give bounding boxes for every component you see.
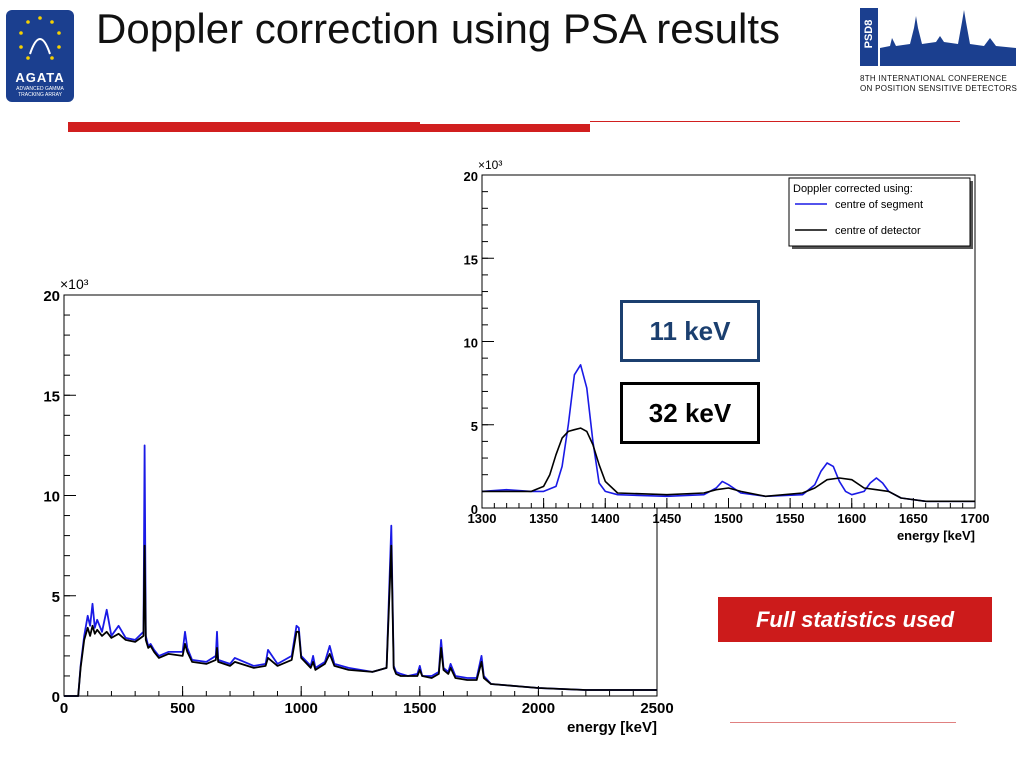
inset-y-tick-label: 5	[471, 419, 478, 434]
inset-series-centre-of-detector	[482, 427, 975, 503]
inset-y-tick-label: 15	[464, 252, 478, 267]
main-x-axis-label: energy [keV]	[567, 719, 657, 736]
inset-legend-title: Doppler corrected using:	[793, 183, 913, 195]
inset-x-tick-label: 1700	[961, 511, 990, 526]
inset-x-tick-label: 1650	[899, 511, 928, 526]
inset-x-tick-label: 1600	[837, 511, 866, 526]
inset-x-tick-label: 1450	[652, 511, 681, 526]
inset-y-tick-label: 20	[464, 169, 478, 184]
cathedral-skyline-icon	[880, 10, 1016, 66]
inset-legend-entry: centre of segment	[835, 199, 923, 211]
main-x-tick-label: 1500	[403, 700, 436, 717]
detector-resolution-label: 32 keV	[620, 382, 760, 444]
main-x-tick-label: 0	[60, 700, 68, 717]
inset-legend	[788, 177, 971, 247]
main-y-multiplier: ×10³	[60, 276, 89, 292]
main-x-tick-label: 2000	[522, 700, 555, 717]
inset-y-tick-label: 10	[464, 336, 478, 351]
main-y-tick-label: 0	[52, 689, 60, 706]
main-y-tick-label: 15	[43, 388, 60, 405]
inset-y-multiplier: ×10³	[478, 158, 502, 172]
main-y-tick-label: 10	[43, 489, 60, 506]
main-y-tick-label: 5	[52, 589, 60, 606]
main-y-tick-label: 20	[43, 288, 60, 305]
title-underline-left	[68, 122, 420, 132]
inset-x-tick-label: 1500	[714, 511, 743, 526]
psd8-logo: PSD8 8TH INTERNATIONAL CONFERENCE ON POS…	[860, 8, 1018, 100]
inset-x-tick-label: 1550	[776, 511, 805, 526]
full-statistics-note: Full statistics used	[718, 597, 992, 642]
agata-logo-sub: ADVANCED GAMMA TRACKING ARRAY	[16, 86, 64, 98]
agata-logo-name: AGATA	[15, 70, 65, 85]
inset-series-centre-of-segment	[481, 363, 975, 503]
main-x-tick-label: 2500	[640, 700, 673, 717]
main-x-tick-label: 500	[170, 700, 195, 717]
main-series-centre-of-detector	[64, 544, 657, 697]
slide-title: Doppler correction using PSA results	[96, 5, 780, 52]
title-underline-mid	[420, 124, 590, 132]
psd8-logo-box	[860, 8, 878, 66]
inset-x-tick-label: 1300	[468, 511, 497, 526]
inset-x-axis-label: energy [keV]	[897, 528, 975, 543]
inset-legend-entry: centre of detector	[835, 225, 921, 237]
bottom-thin-line	[730, 722, 956, 723]
psd8-logo-caption: 8TH INTERNATIONAL CONFERENCE ON POSITION…	[860, 74, 1018, 93]
inset-x-tick-label: 1400	[591, 511, 620, 526]
segment-resolution-label: 11 keV	[620, 300, 760, 362]
agata-logo: AGATA ADVANCED GAMMA TRACKING ARRAY	[6, 10, 74, 102]
title-underline-thin	[590, 121, 960, 122]
main-x-tick-label: 1000	[285, 700, 318, 717]
inset-x-tick-label: 1350	[529, 511, 558, 526]
agata-star-ring-icon	[19, 16, 61, 60]
inset-y-tick-label: 0	[471, 502, 478, 517]
